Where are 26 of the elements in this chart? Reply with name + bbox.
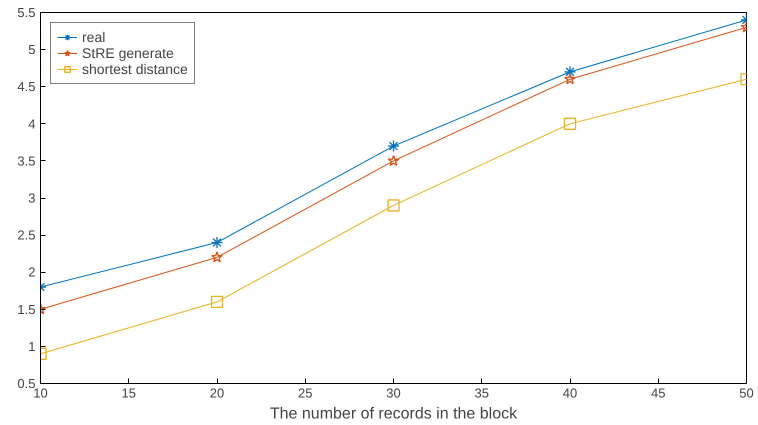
x-tick-label: 40 [562,386,578,400]
point [388,154,400,166]
y-tick-label: 3 [28,190,36,206]
y-tick-label: 5.5 [17,5,36,20]
y-tick-label: 4.5 [17,79,36,94]
point [387,199,400,212]
y-tick-label: 1.5 [17,302,36,317]
legend-label: StRE generate [82,45,174,61]
y-tick-label: 3.5 [17,153,36,168]
y-tick-label: 5 [28,42,36,58]
x-tick-label: 20 [210,386,224,400]
y-tick-label: 4 [28,116,36,132]
y-tick-label: 1 [28,338,36,354]
legend-label: shortest distance [82,61,188,77]
x-tick-label: 15 [122,386,136,400]
point [387,140,400,152]
y-tick-label: 2 [28,264,36,280]
legend-label: real [82,29,106,45]
y-tick-label: 2.5 [17,228,36,243]
x-tick-label: 45 [651,386,666,400]
x-tick-label: 30 [386,386,401,400]
x-tick-label: 50 [739,386,754,400]
y-tick-label: 0.5 [17,376,36,391]
x-tick-label: 35 [474,386,489,400]
x-tick-label: 25 [298,386,312,400]
x-axis-title: The number of records in the block [270,406,518,422]
